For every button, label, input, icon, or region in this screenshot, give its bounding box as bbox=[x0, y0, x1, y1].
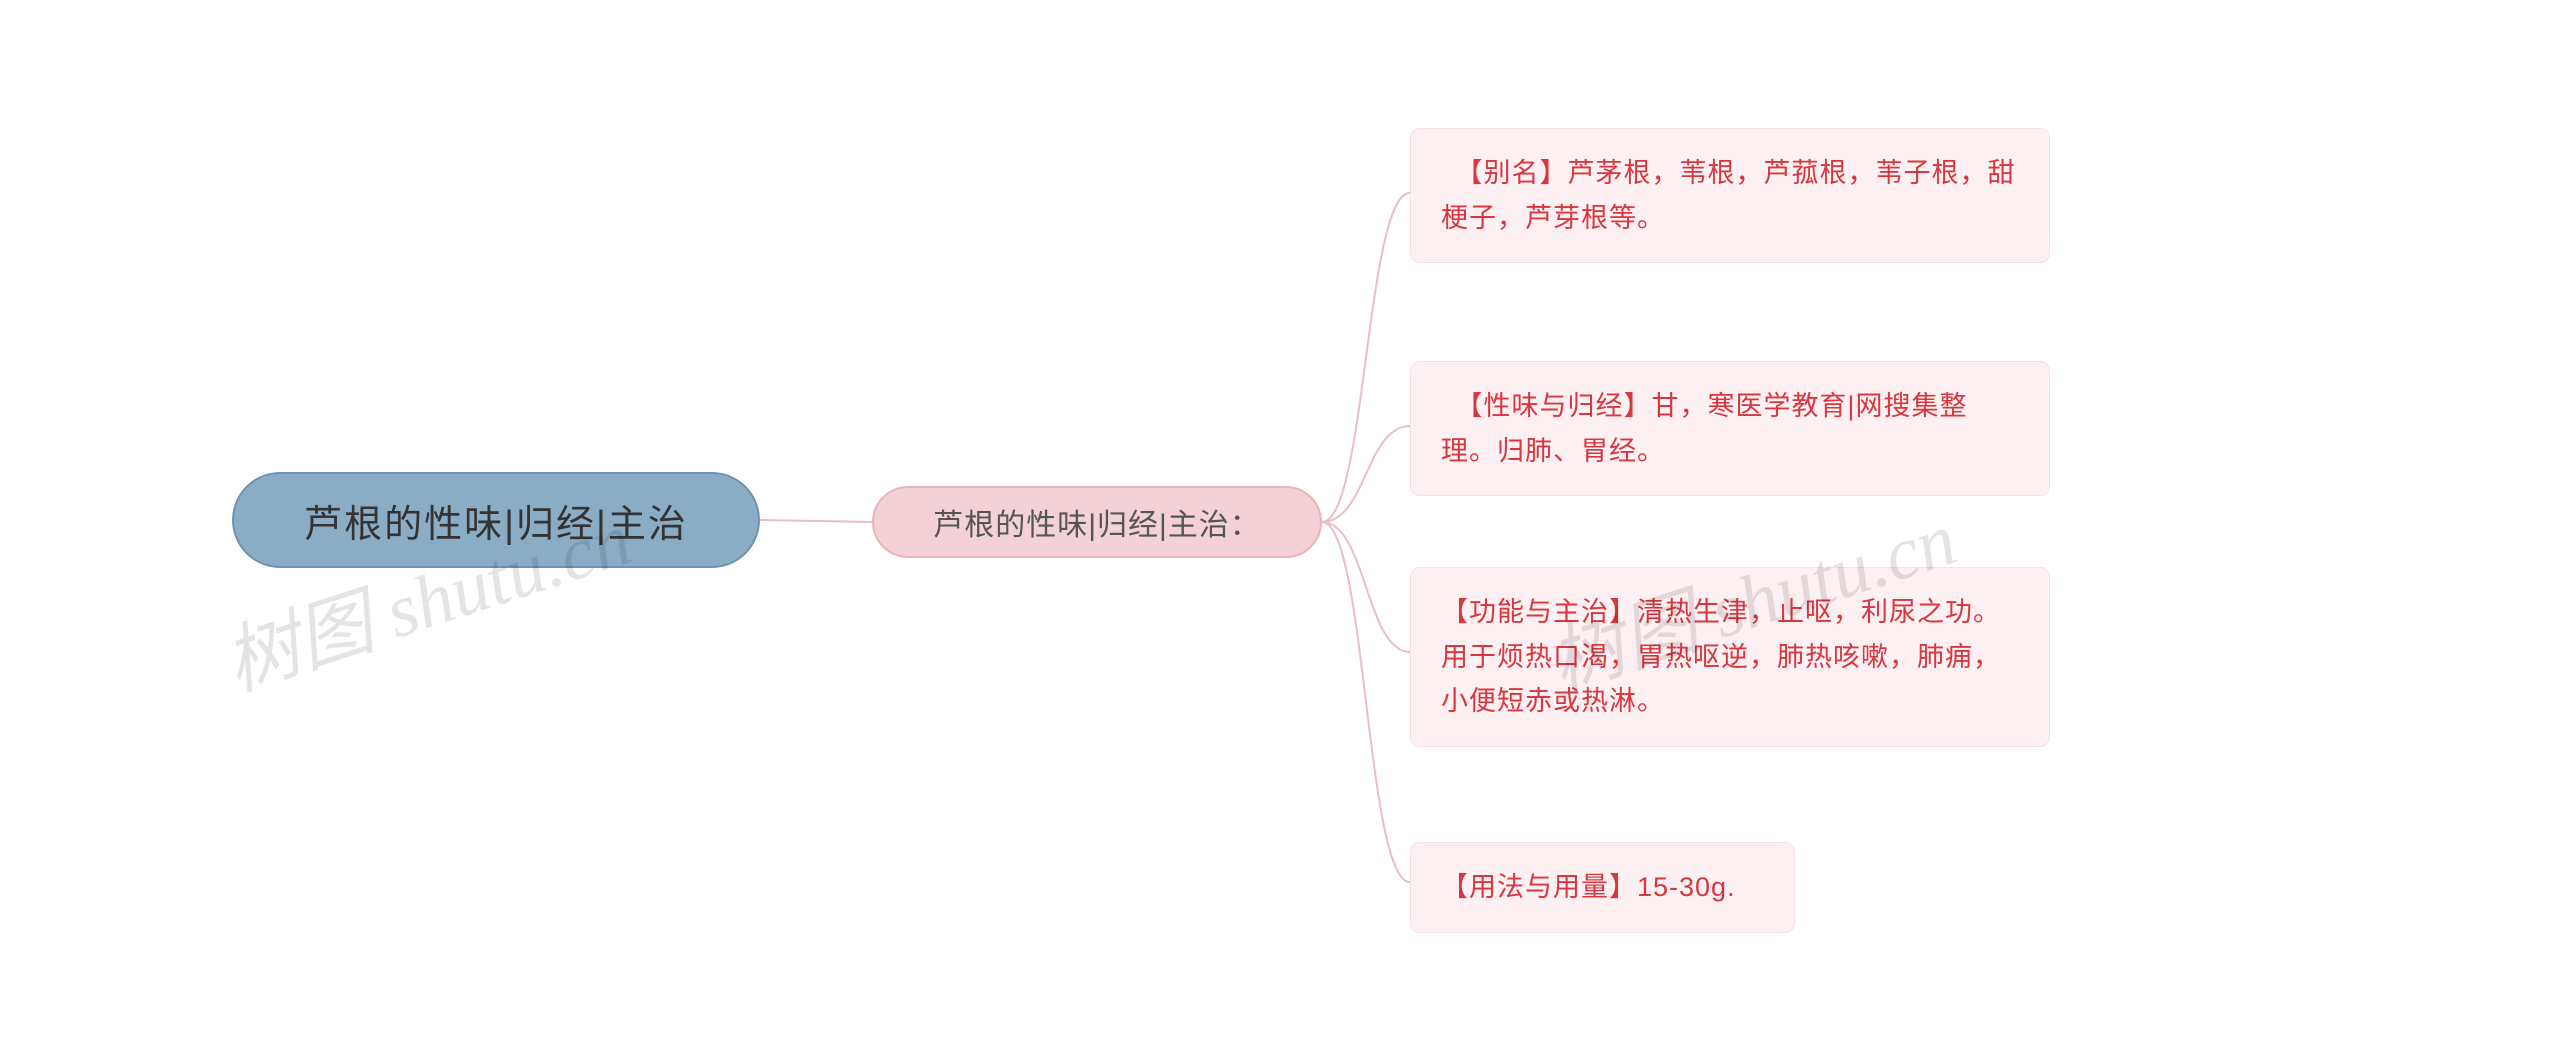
leaf-text: 【功能与主治】清热生津，止呕，利尿之功。用于烦热口渴，胃热呕逆，肺热咳嗽，肺痈，… bbox=[1441, 597, 2001, 716]
leaf-node[interactable]: 【功能与主治】清热生津，止呕，利尿之功。用于烦热口渴，胃热呕逆，肺热咳嗽，肺痈，… bbox=[1410, 567, 2050, 747]
leaf-text: 【性味与归经】甘，寒医学教育|网搜集整理。归肺、胃经。 bbox=[1441, 391, 1968, 466]
leaf-node[interactable]: 【别名】芦茅根，苇根，芦菰根，苇子根，甜梗子，芦芽根等。 bbox=[1410, 128, 2050, 263]
leaf-text: 【用法与用量】15-30g. bbox=[1441, 872, 1736, 902]
level1-node-text: 芦根的性味|归经|主治： bbox=[933, 500, 1261, 544]
leaf-node[interactable]: 【性味与归经】甘，寒医学教育|网搜集整理。归肺、胃经。 bbox=[1410, 361, 2050, 496]
leaf-text: 【别名】芦茅根，苇根，芦菰根，苇子根，甜梗子，芦芽根等。 bbox=[1441, 158, 2016, 233]
root-node[interactable]: 芦根的性味|归经|主治 bbox=[232, 472, 760, 568]
mindmap-canvas: 芦根的性味|归经|主治 芦根的性味|归经|主治： 【别名】芦茅根，苇根，芦菰根，… bbox=[0, 0, 2560, 1051]
level1-node[interactable]: 芦根的性味|归经|主治： bbox=[872, 486, 1322, 558]
leaf-node[interactable]: 【用法与用量】15-30g. bbox=[1410, 842, 1795, 933]
root-node-text: 芦根的性味|归经|主治 bbox=[304, 493, 688, 548]
